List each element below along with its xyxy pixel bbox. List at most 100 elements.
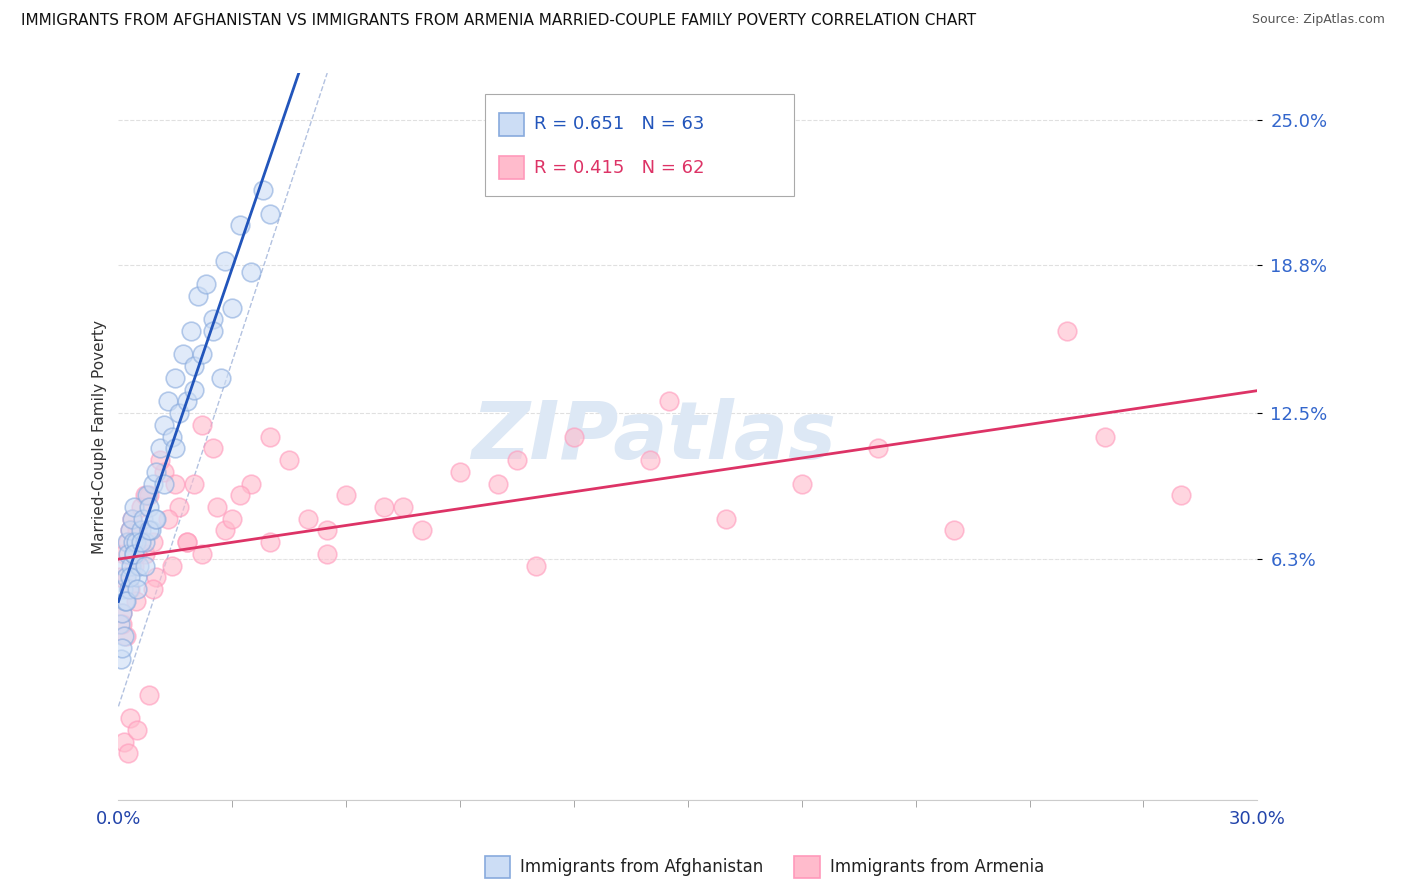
Point [1056,324,1078,338]
Point [115,535,138,549]
Point [524,558,547,573]
Point [229,219,252,233]
Point [134,535,156,549]
Point [790,476,813,491]
Point [112,547,135,561]
Point [156,394,179,409]
Point [165,442,187,456]
Text: R = 0.415   N = 62: R = 0.415 N = 62 [534,159,704,177]
Point [127,570,149,584]
Point [202,312,225,326]
Point [111,640,134,655]
Point [112,558,135,573]
Point [194,277,217,292]
Point [1094,429,1116,443]
Point [142,476,165,491]
Point [128,558,150,573]
Point [297,512,319,526]
Point [202,442,225,456]
Point [110,652,132,666]
Point [160,429,183,443]
Point [202,324,225,338]
Point [486,476,509,491]
Point [160,558,183,573]
Point [138,524,160,538]
Point [120,558,142,573]
Point [638,453,661,467]
Point [115,594,138,608]
Point [129,535,152,549]
Point [139,524,162,538]
Point [114,594,136,608]
Point [142,582,165,596]
Point [176,535,198,549]
Point [180,324,202,338]
Point [118,582,141,596]
Point [118,524,141,538]
Point [134,558,156,573]
Point [118,582,141,596]
Point [335,488,357,502]
Point [176,394,198,409]
Point [942,524,965,538]
Point [118,524,141,538]
Point [124,594,146,608]
Point [134,547,156,561]
Point [121,512,143,526]
Text: Immigrants from Afghanistan: Immigrants from Afghanistan [520,858,763,876]
Point [138,488,160,502]
Point [221,512,243,526]
Point [411,524,433,538]
Point [167,406,190,420]
Point [142,535,165,549]
Point [145,465,167,479]
Point [221,301,243,315]
Point [122,558,145,573]
Point [121,512,143,526]
Point [658,394,681,409]
Point [127,582,149,596]
Point [122,547,145,561]
Point [127,524,149,538]
Point [183,476,205,491]
Point [134,488,156,502]
Point [117,747,139,761]
Point [205,500,228,514]
Point [259,207,281,221]
Point [110,570,132,584]
Point [111,606,134,620]
Point [165,371,187,385]
Point [112,629,135,643]
Point [278,453,301,467]
Point [121,535,143,549]
Point [111,606,134,620]
Text: Source: ZipAtlas.com: Source: ZipAtlas.com [1251,13,1385,27]
Point [138,688,160,702]
Point [110,617,132,632]
Point [138,500,160,514]
Point [127,547,149,561]
Point [1170,488,1192,502]
Point [191,347,214,361]
Point [373,500,395,514]
Point [117,535,139,549]
Point [259,535,281,549]
Point [449,465,471,479]
Point [145,512,167,526]
Point [118,570,141,584]
Text: IMMIGRANTS FROM AFGHANISTAN VS IMMIGRANTS FROM ARMENIA MARRIED-COUPLE FAMILY POV: IMMIGRANTS FROM AFGHANISTAN VS IMMIGRANT… [21,13,976,29]
Point [149,453,172,467]
Point [229,488,252,502]
Point [167,500,190,514]
Text: ZIPatlas: ZIPatlas [471,398,837,475]
Point [240,265,263,279]
Point [866,442,889,456]
Point [191,417,214,432]
Point [129,524,152,538]
Point [115,570,138,584]
Point [111,617,134,632]
Point [115,570,138,584]
Point [135,488,157,502]
Point [316,547,339,561]
Point [127,723,149,737]
